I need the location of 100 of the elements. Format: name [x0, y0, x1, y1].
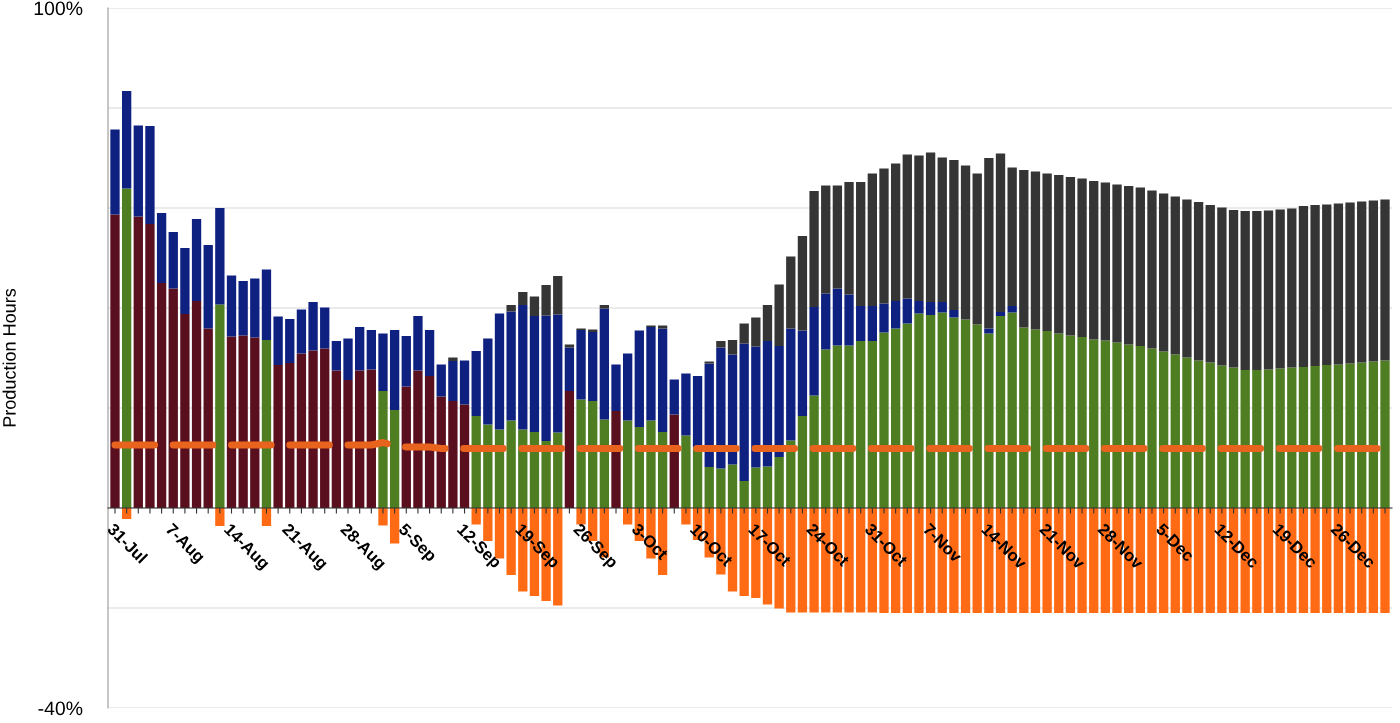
bar — [1357, 201, 1367, 363]
bar — [786, 328, 796, 441]
bar — [1333, 203, 1344, 365]
bar — [1357, 362, 1367, 508]
bar — [564, 347, 575, 391]
bar — [1170, 196, 1180, 355]
bar — [1089, 508, 1099, 613]
bar — [623, 353, 633, 421]
bar — [704, 361, 714, 364]
bar — [436, 364, 446, 397]
bar — [1147, 508, 1157, 613]
bar — [203, 245, 213, 329]
bar — [564, 391, 575, 508]
bar — [844, 182, 854, 295]
bar — [1182, 199, 1192, 358]
bar — [1112, 342, 1122, 508]
bar — [832, 288, 843, 346]
bar — [984, 158, 994, 329]
bar — [226, 275, 237, 337]
bar — [1217, 365, 1227, 508]
y-axis-title: Production Hours — [2, 288, 16, 427]
bar — [1077, 337, 1087, 508]
bar — [389, 508, 400, 544]
bar — [145, 224, 155, 508]
bar — [634, 330, 644, 427]
bar — [739, 323, 749, 344]
bar — [168, 232, 178, 289]
bar — [191, 219, 202, 301]
bar — [331, 341, 342, 371]
bar — [704, 467, 714, 508]
bar — [494, 313, 505, 430]
bar — [1368, 361, 1379, 508]
bar — [821, 185, 831, 294]
bar — [564, 344, 575, 348]
bar — [809, 307, 819, 396]
bar — [1089, 181, 1099, 340]
bar — [914, 313, 924, 508]
bar — [1228, 367, 1239, 508]
bar — [483, 424, 493, 508]
bar — [669, 379, 679, 415]
bar — [471, 351, 481, 416]
bar — [1054, 333, 1064, 508]
bar — [156, 213, 167, 283]
bar — [1263, 508, 1274, 613]
bar — [133, 216, 143, 508]
bar — [553, 276, 563, 315]
bar — [366, 330, 376, 370]
bar — [1240, 211, 1250, 370]
bar — [1310, 366, 1320, 508]
bar — [378, 391, 388, 508]
bar — [121, 188, 132, 508]
bar — [448, 361, 458, 401]
bar — [995, 312, 1006, 316]
bar — [867, 341, 877, 508]
bar — [1193, 202, 1204, 361]
bar — [1019, 327, 1029, 508]
bar — [937, 302, 947, 313]
bar — [949, 317, 959, 508]
bar — [984, 333, 994, 508]
bar — [1065, 177, 1076, 336]
bar — [541, 285, 551, 316]
bar — [180, 314, 190, 508]
bar — [1007, 306, 1017, 313]
bar — [1310, 205, 1320, 366]
bar — [285, 363, 295, 508]
bar — [320, 307, 330, 349]
bar — [1193, 508, 1204, 613]
bar — [331, 370, 342, 508]
bar — [914, 155, 924, 301]
bar — [1205, 508, 1215, 613]
bar — [355, 327, 365, 371]
bar — [727, 354, 738, 465]
bar — [1205, 205, 1215, 363]
bar — [238, 335, 248, 508]
bar — [389, 330, 400, 410]
bar — [762, 305, 773, 341]
bar — [797, 330, 808, 416]
bar — [774, 284, 784, 346]
bar — [611, 411, 621, 508]
bar — [821, 293, 831, 350]
bar — [320, 348, 330, 508]
bar — [1287, 367, 1297, 508]
bar — [1193, 360, 1204, 508]
bar — [1322, 365, 1332, 508]
bar — [448, 357, 458, 361]
bar — [506, 305, 516, 312]
bar — [250, 278, 260, 338]
bar — [1298, 206, 1309, 367]
bar — [448, 401, 458, 508]
bar — [937, 312, 947, 508]
bar — [844, 294, 854, 346]
bar — [413, 316, 423, 371]
bar — [1019, 170, 1029, 328]
bar — [832, 345, 843, 508]
bar — [797, 508, 808, 613]
bar — [424, 376, 435, 508]
y-tick-label: -40% — [38, 701, 83, 716]
bar — [121, 91, 132, 189]
bar — [1065, 335, 1076, 508]
bar — [902, 154, 912, 299]
